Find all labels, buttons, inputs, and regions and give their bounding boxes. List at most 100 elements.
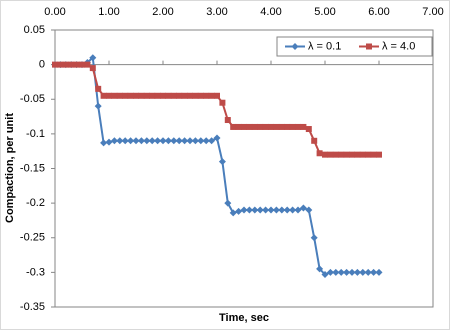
marker	[52, 61, 58, 68]
marker	[322, 151, 328, 158]
x-tick-label: 1.00	[98, 6, 119, 18]
marker	[68, 61, 75, 68]
marker	[353, 268, 361, 276]
marker	[291, 43, 299, 50]
marker	[348, 268, 356, 276]
marker	[224, 117, 231, 124]
marker	[256, 206, 264, 214]
marker	[332, 268, 340, 276]
x-tick-label: 3.00	[206, 6, 227, 18]
marker	[214, 92, 220, 99]
marker	[235, 123, 242, 130]
marker	[111, 92, 118, 99]
marker	[349, 151, 355, 158]
marker	[354, 151, 361, 158]
marker	[127, 137, 135, 145]
marker	[186, 137, 194, 145]
x-tick-label: 2.00	[152, 6, 173, 18]
marker	[148, 137, 156, 145]
marker	[57, 61, 64, 68]
x-axis-title: Time, sec	[219, 312, 269, 324]
marker	[143, 92, 150, 99]
marker	[257, 123, 264, 130]
marker	[326, 268, 334, 276]
x-tick-label: 7.00	[422, 6, 443, 18]
y-tick-label: -0.15	[20, 162, 45, 174]
marker	[73, 61, 80, 68]
marker	[89, 65, 96, 72]
marker	[251, 206, 259, 214]
marker	[338, 151, 345, 158]
marker	[310, 234, 318, 242]
marker	[229, 209, 237, 217]
marker	[300, 123, 307, 130]
marker	[224, 199, 232, 207]
marker	[181, 137, 189, 145]
legend: λ = 0.1 λ = 4.0	[276, 36, 433, 57]
marker	[170, 137, 178, 145]
marker	[175, 137, 183, 145]
marker	[230, 123, 237, 130]
marker	[262, 206, 270, 214]
y-axis-title: Compaction, per unit	[4, 113, 16, 223]
marker	[187, 92, 193, 99]
marker	[213, 134, 221, 142]
marker	[165, 92, 172, 99]
marker	[164, 137, 172, 145]
marker	[116, 137, 124, 145]
marker	[337, 268, 345, 276]
marker	[375, 268, 383, 276]
marker	[240, 206, 248, 214]
marker	[366, 43, 372, 50]
y-tick-label: -0.3	[26, 266, 45, 278]
marker	[89, 54, 97, 62]
marker	[160, 92, 166, 99]
marker	[365, 151, 372, 158]
marker	[79, 61, 85, 68]
marker	[84, 61, 91, 68]
x-tick-label: 5.00	[314, 6, 335, 18]
marker	[284, 123, 291, 130]
marker	[116, 92, 123, 99]
marker	[110, 137, 118, 145]
marker	[197, 92, 204, 99]
marker	[181, 92, 188, 99]
marker	[122, 92, 129, 99]
x-tick-label: 0.00	[44, 6, 65, 18]
marker	[197, 137, 205, 145]
marker	[364, 268, 372, 276]
marker	[105, 138, 113, 146]
marker	[273, 123, 280, 130]
marker	[170, 92, 177, 99]
series	[52, 61, 382, 158]
marker	[268, 123, 274, 130]
marker	[294, 206, 302, 214]
marker	[283, 206, 291, 214]
marker	[138, 92, 145, 99]
marker	[133, 92, 139, 99]
marker	[100, 139, 108, 147]
marker	[154, 92, 161, 99]
marker	[262, 123, 269, 130]
marker	[191, 137, 199, 145]
y-tick-label: -0.25	[20, 232, 45, 244]
marker	[305, 126, 312, 133]
legend-label: λ = 4.0	[382, 40, 415, 52]
marker	[176, 92, 183, 99]
marker	[192, 92, 199, 99]
marker	[321, 270, 329, 278]
marker	[316, 265, 324, 273]
marker	[289, 123, 296, 130]
y-tick-label: 0.05	[24, 24, 45, 36]
marker	[299, 204, 307, 212]
marker	[235, 207, 243, 215]
marker	[219, 99, 226, 106]
marker	[359, 268, 367, 276]
marker	[100, 92, 107, 99]
marker	[343, 268, 351, 276]
marker	[62, 61, 69, 68]
marker	[241, 123, 247, 130]
marker	[305, 206, 313, 214]
marker	[202, 137, 210, 145]
y-tick-label: -0.05	[20, 93, 45, 105]
